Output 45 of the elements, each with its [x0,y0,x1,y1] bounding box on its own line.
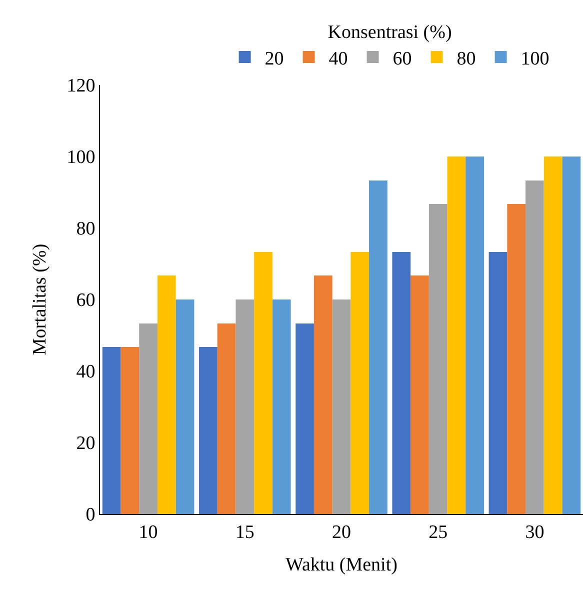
x-tick-label: 20 [332,522,351,543]
y-tick-label: 80 [76,218,96,240]
bar [272,300,291,514]
bar [447,156,466,514]
bar [217,323,236,514]
y-tick-label: 120 [66,76,96,97]
y-tick-label: 100 [66,147,96,168]
bar [296,323,314,514]
x-tick-label: 25 [428,522,448,543]
bar [392,252,411,514]
bar [410,276,429,514]
bar [120,347,140,514]
bar [507,204,526,514]
y-tick-label: 0 [86,504,96,526]
bar [139,323,158,514]
legend-title: Konsentrasi (%) [328,22,452,44]
legend-label: 60 [392,48,412,70]
bar [176,300,194,514]
y-tick-label: 60 [76,290,96,312]
bar [199,347,218,514]
bar [332,300,351,514]
bar [157,276,176,514]
legend-label: 100 [520,48,550,70]
bar [102,347,121,514]
bar [369,180,388,514]
bar [526,180,544,514]
bar [236,300,254,514]
bar [428,204,448,514]
bar [466,156,484,514]
bar [254,252,272,514]
x-tick-label: 30 [525,522,544,543]
x-tick-label: 10 [138,522,158,543]
y-tick-label: 40 [76,362,96,383]
bar [350,252,370,514]
bar [488,252,508,514]
x-tick-label: 15 [235,522,254,543]
bar [314,276,332,514]
bar [544,156,562,514]
legend-label: 20 [264,48,284,70]
x-axis-title: Waktu (Menit) [286,554,398,576]
y-tick-label: 20 [76,433,96,454]
legend-label: 80 [456,48,476,70]
y-axis-title: Mortalitas (%) [30,244,51,356]
legend-label: 40 [328,48,348,70]
bar [562,156,581,514]
